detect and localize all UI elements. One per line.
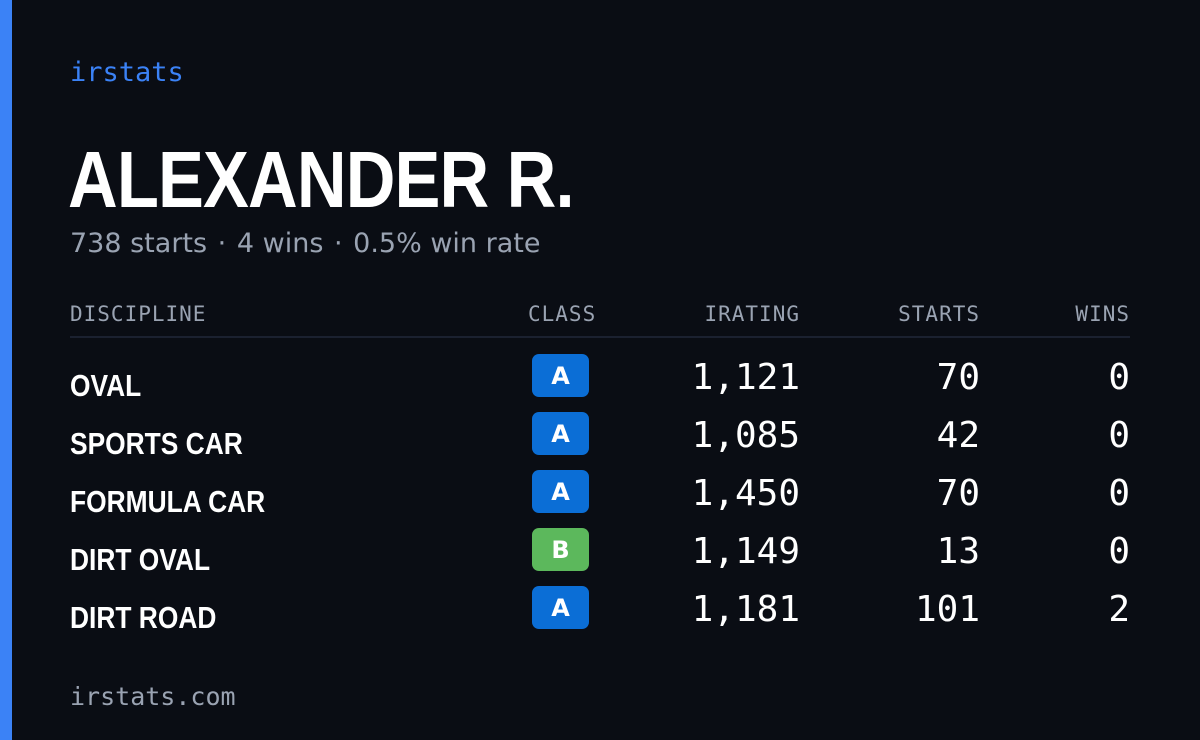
header-starts: STARTS xyxy=(898,302,980,326)
table-row: OVAL A 1,121 70 0 xyxy=(70,354,1130,412)
brand-logo: irstats xyxy=(70,57,184,88)
table-row: DIRT ROAD A 1,181 101 2 xyxy=(70,586,1130,644)
separator-dot: · xyxy=(217,228,227,259)
class-badge: A xyxy=(532,470,589,513)
discipline-name: DIRT ROAD xyxy=(70,600,217,635)
starts-value: 101 xyxy=(914,589,980,630)
separator-dot: · xyxy=(333,228,343,259)
wins-value: 0 xyxy=(1108,531,1130,572)
table-row: SPORTS CAR A 1,085 42 0 xyxy=(70,412,1130,470)
stats-table: DISCIPLINE CLASS IRATING STARTS WINS OVA… xyxy=(70,296,1130,644)
wins-value: 0 xyxy=(1108,415,1130,456)
accent-bar xyxy=(0,0,12,740)
class-badge: A xyxy=(532,586,589,629)
irating-value: 1,085 xyxy=(691,415,800,456)
starts-value: 42 xyxy=(936,415,980,456)
irating-value: 1,121 xyxy=(691,357,800,398)
irating-value: 1,149 xyxy=(691,531,800,572)
driver-name: ALEXANDER R. xyxy=(68,135,575,224)
discipline-name: SPORTS CAR xyxy=(70,426,243,461)
table-row: FORMULA CAR A 1,450 70 0 xyxy=(70,470,1130,528)
table-row: DIRT OVAL B 1,149 13 0 xyxy=(70,528,1130,586)
discipline-name: OVAL xyxy=(70,368,142,403)
starts-value: 70 xyxy=(936,473,980,514)
irating-value: 1,181 xyxy=(691,589,800,630)
header-wins: WINS xyxy=(1075,302,1130,326)
wins-value: 2 xyxy=(1108,589,1130,630)
class-badge: B xyxy=(532,528,589,571)
footer-url: irstats.com xyxy=(70,682,236,711)
class-badge: A xyxy=(532,354,589,397)
discipline-name: FORMULA CAR xyxy=(70,484,266,519)
irating-value: 1,450 xyxy=(691,473,800,514)
driver-summary: 738 starts · 4 wins · 0.5% win rate xyxy=(70,226,540,262)
header-class: CLASS xyxy=(528,302,597,326)
starts-value: 13 xyxy=(936,531,980,572)
header-discipline: DISCIPLINE xyxy=(70,302,207,326)
class-badge: A xyxy=(532,412,589,455)
wins-value: 0 xyxy=(1108,473,1130,514)
header-irating: IRATING xyxy=(704,302,800,326)
starts-summary: 738 starts xyxy=(70,228,208,259)
win-rate-summary: 0.5% win rate xyxy=(353,228,541,259)
table-header: DISCIPLINE CLASS IRATING STARTS WINS xyxy=(70,296,1130,338)
wins-value: 0 xyxy=(1108,357,1130,398)
table-body: OVAL A 1,121 70 0 SPORTS CAR A 1,085 42 … xyxy=(70,354,1130,644)
discipline-name: DIRT OVAL xyxy=(70,542,211,577)
wins-summary: 4 wins xyxy=(236,228,324,259)
starts-value: 70 xyxy=(936,357,980,398)
